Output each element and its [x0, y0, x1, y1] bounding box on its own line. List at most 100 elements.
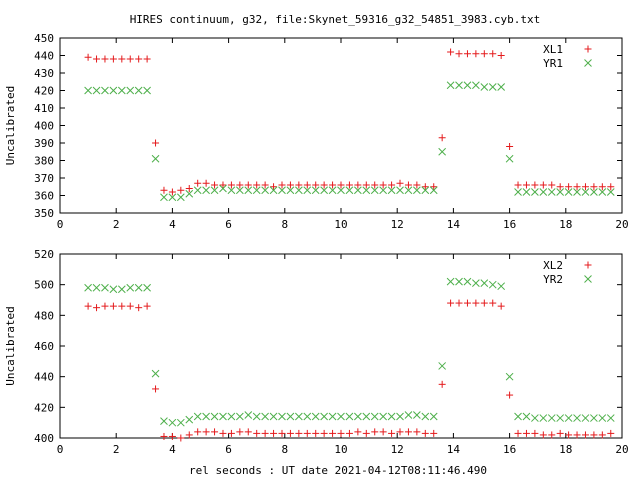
data-point-xl1 [354, 181, 362, 189]
x-tick-label: 8 [281, 218, 288, 231]
data-point-yr2 [143, 283, 151, 292]
y-tick-label: 350 [34, 207, 54, 220]
data-point-yr1 [429, 186, 438, 195]
data-point-xl1 [581, 183, 589, 191]
data-point-xl2 [413, 428, 421, 436]
data-point-yr1 [598, 188, 607, 196]
plot-frame [59, 253, 623, 439]
data-point-yr1 [278, 186, 286, 195]
data-point-yr1 [244, 186, 253, 195]
data-point-xl2 [109, 302, 117, 310]
x-tick-label: 12 [391, 443, 404, 456]
data-point-yr2 [547, 414, 556, 422]
data-point-yr2 [92, 283, 101, 292]
x-tick-label: 0 [57, 443, 64, 456]
y-tick-label: 370 [34, 172, 54, 185]
data-point-xl2 [472, 299, 480, 307]
data-point-xl2 [211, 428, 219, 436]
data-point-xl2 [143, 302, 151, 310]
data-point-yr1 [438, 147, 447, 156]
data-point-xl2 [548, 431, 556, 439]
data-point-xl2 [244, 428, 252, 436]
data-point-yr1 [564, 188, 573, 196]
data-point-xl1 [135, 55, 143, 63]
data-point-yr2 [421, 412, 430, 421]
data-point-xl1 [329, 181, 337, 189]
data-point-yr2 [488, 280, 497, 289]
y-axis-label: Uncalibrated [4, 306, 17, 385]
data-point-yr1 [185, 189, 194, 198]
data-point-yr2 [227, 412, 236, 421]
x-tick-label: 2 [113, 443, 120, 456]
data-point-xl2 [438, 380, 446, 388]
data-point-xl2 [362, 429, 370, 437]
data-point-xl1 [227, 181, 235, 189]
data-point-xl1 [522, 181, 530, 189]
data-point-yr2 [278, 412, 286, 421]
data-point-xl1 [312, 181, 320, 189]
data-point-yr1 [370, 186, 379, 195]
data-point-yr2 [193, 412, 202, 421]
data-point-yr1 [505, 154, 514, 163]
data-point-yr2 [354, 412, 362, 421]
x-tick-label: 16 [503, 443, 516, 456]
data-point-xl2 [388, 429, 396, 437]
data-point-yr1 [126, 86, 135, 95]
data-point-yr1 [143, 86, 151, 95]
y-tick-label: 450 [34, 32, 54, 45]
y-tick-label: 440 [34, 50, 54, 63]
data-point-xl1 [286, 181, 294, 189]
legend-marker-xl1 [584, 45, 592, 53]
data-point-xl2 [286, 429, 294, 437]
data-point-yr2 [522, 412, 531, 421]
legend-marker-xl2 [584, 261, 592, 269]
data-point-yr1 [488, 83, 497, 91]
y-tick-label: 440 [34, 371, 54, 384]
data-point-yr2 [320, 412, 328, 421]
data-point-xl2 [160, 432, 168, 440]
data-point-xl1 [118, 55, 126, 63]
y-tick-label: 520 [34, 248, 54, 261]
data-point-yr2 [362, 412, 371, 421]
x-tick-label: 8 [281, 443, 288, 456]
y-tick-label: 430 [34, 67, 54, 80]
data-point-yr1 [269, 186, 278, 195]
data-point-yr1 [286, 186, 295, 195]
legend-label: YR2 [543, 273, 563, 286]
data-point-yr2 [480, 279, 489, 287]
data-point-yr2 [286, 412, 295, 421]
data-point-xl1 [598, 183, 606, 191]
upper-panel: 350 360 370 380 390 400 410 420 430 440 450 0 2 4 6 8 10… [4, 32, 629, 231]
data-point-yr1 [320, 186, 328, 195]
data-point-yr1 [531, 188, 539, 196]
data-point-xl1 [219, 181, 227, 189]
data-point-xl1 [244, 181, 252, 189]
data-point-xl2 [539, 431, 547, 439]
data-point-xl1 [93, 55, 101, 63]
data-point-xl1 [84, 53, 92, 61]
y-tick-label: 360 [34, 190, 54, 203]
data-point-xl2 [84, 302, 92, 310]
data-point-yr1 [345, 186, 354, 195]
data-point-yr1 [396, 186, 404, 195]
data-point-xl2 [101, 302, 109, 310]
data-point-xl2 [371, 428, 379, 436]
data-point-yr2 [303, 412, 312, 421]
data-point-xl1 [421, 183, 429, 191]
data-point-xl1 [497, 52, 505, 59]
data-point-xl1 [531, 181, 539, 189]
data-point-yr2 [387, 412, 396, 421]
data-point-yr1 [168, 193, 177, 202]
x-tick-label: 20 [615, 443, 628, 456]
data-point-yr2 [337, 412, 345, 421]
data-point-yr2 [109, 285, 118, 294]
data-point-yr1 [202, 186, 210, 195]
y-tick-label: 420 [34, 85, 54, 98]
chart-title: HIRES continuum, g32, file:Skynet_59316_… [130, 13, 541, 26]
data-point-yr1 [379, 186, 388, 195]
data-point-xl2 [236, 428, 244, 436]
x-tick-label: 4 [169, 218, 176, 231]
data-point-xl2 [531, 429, 539, 437]
data-point-xl2 [312, 429, 320, 437]
